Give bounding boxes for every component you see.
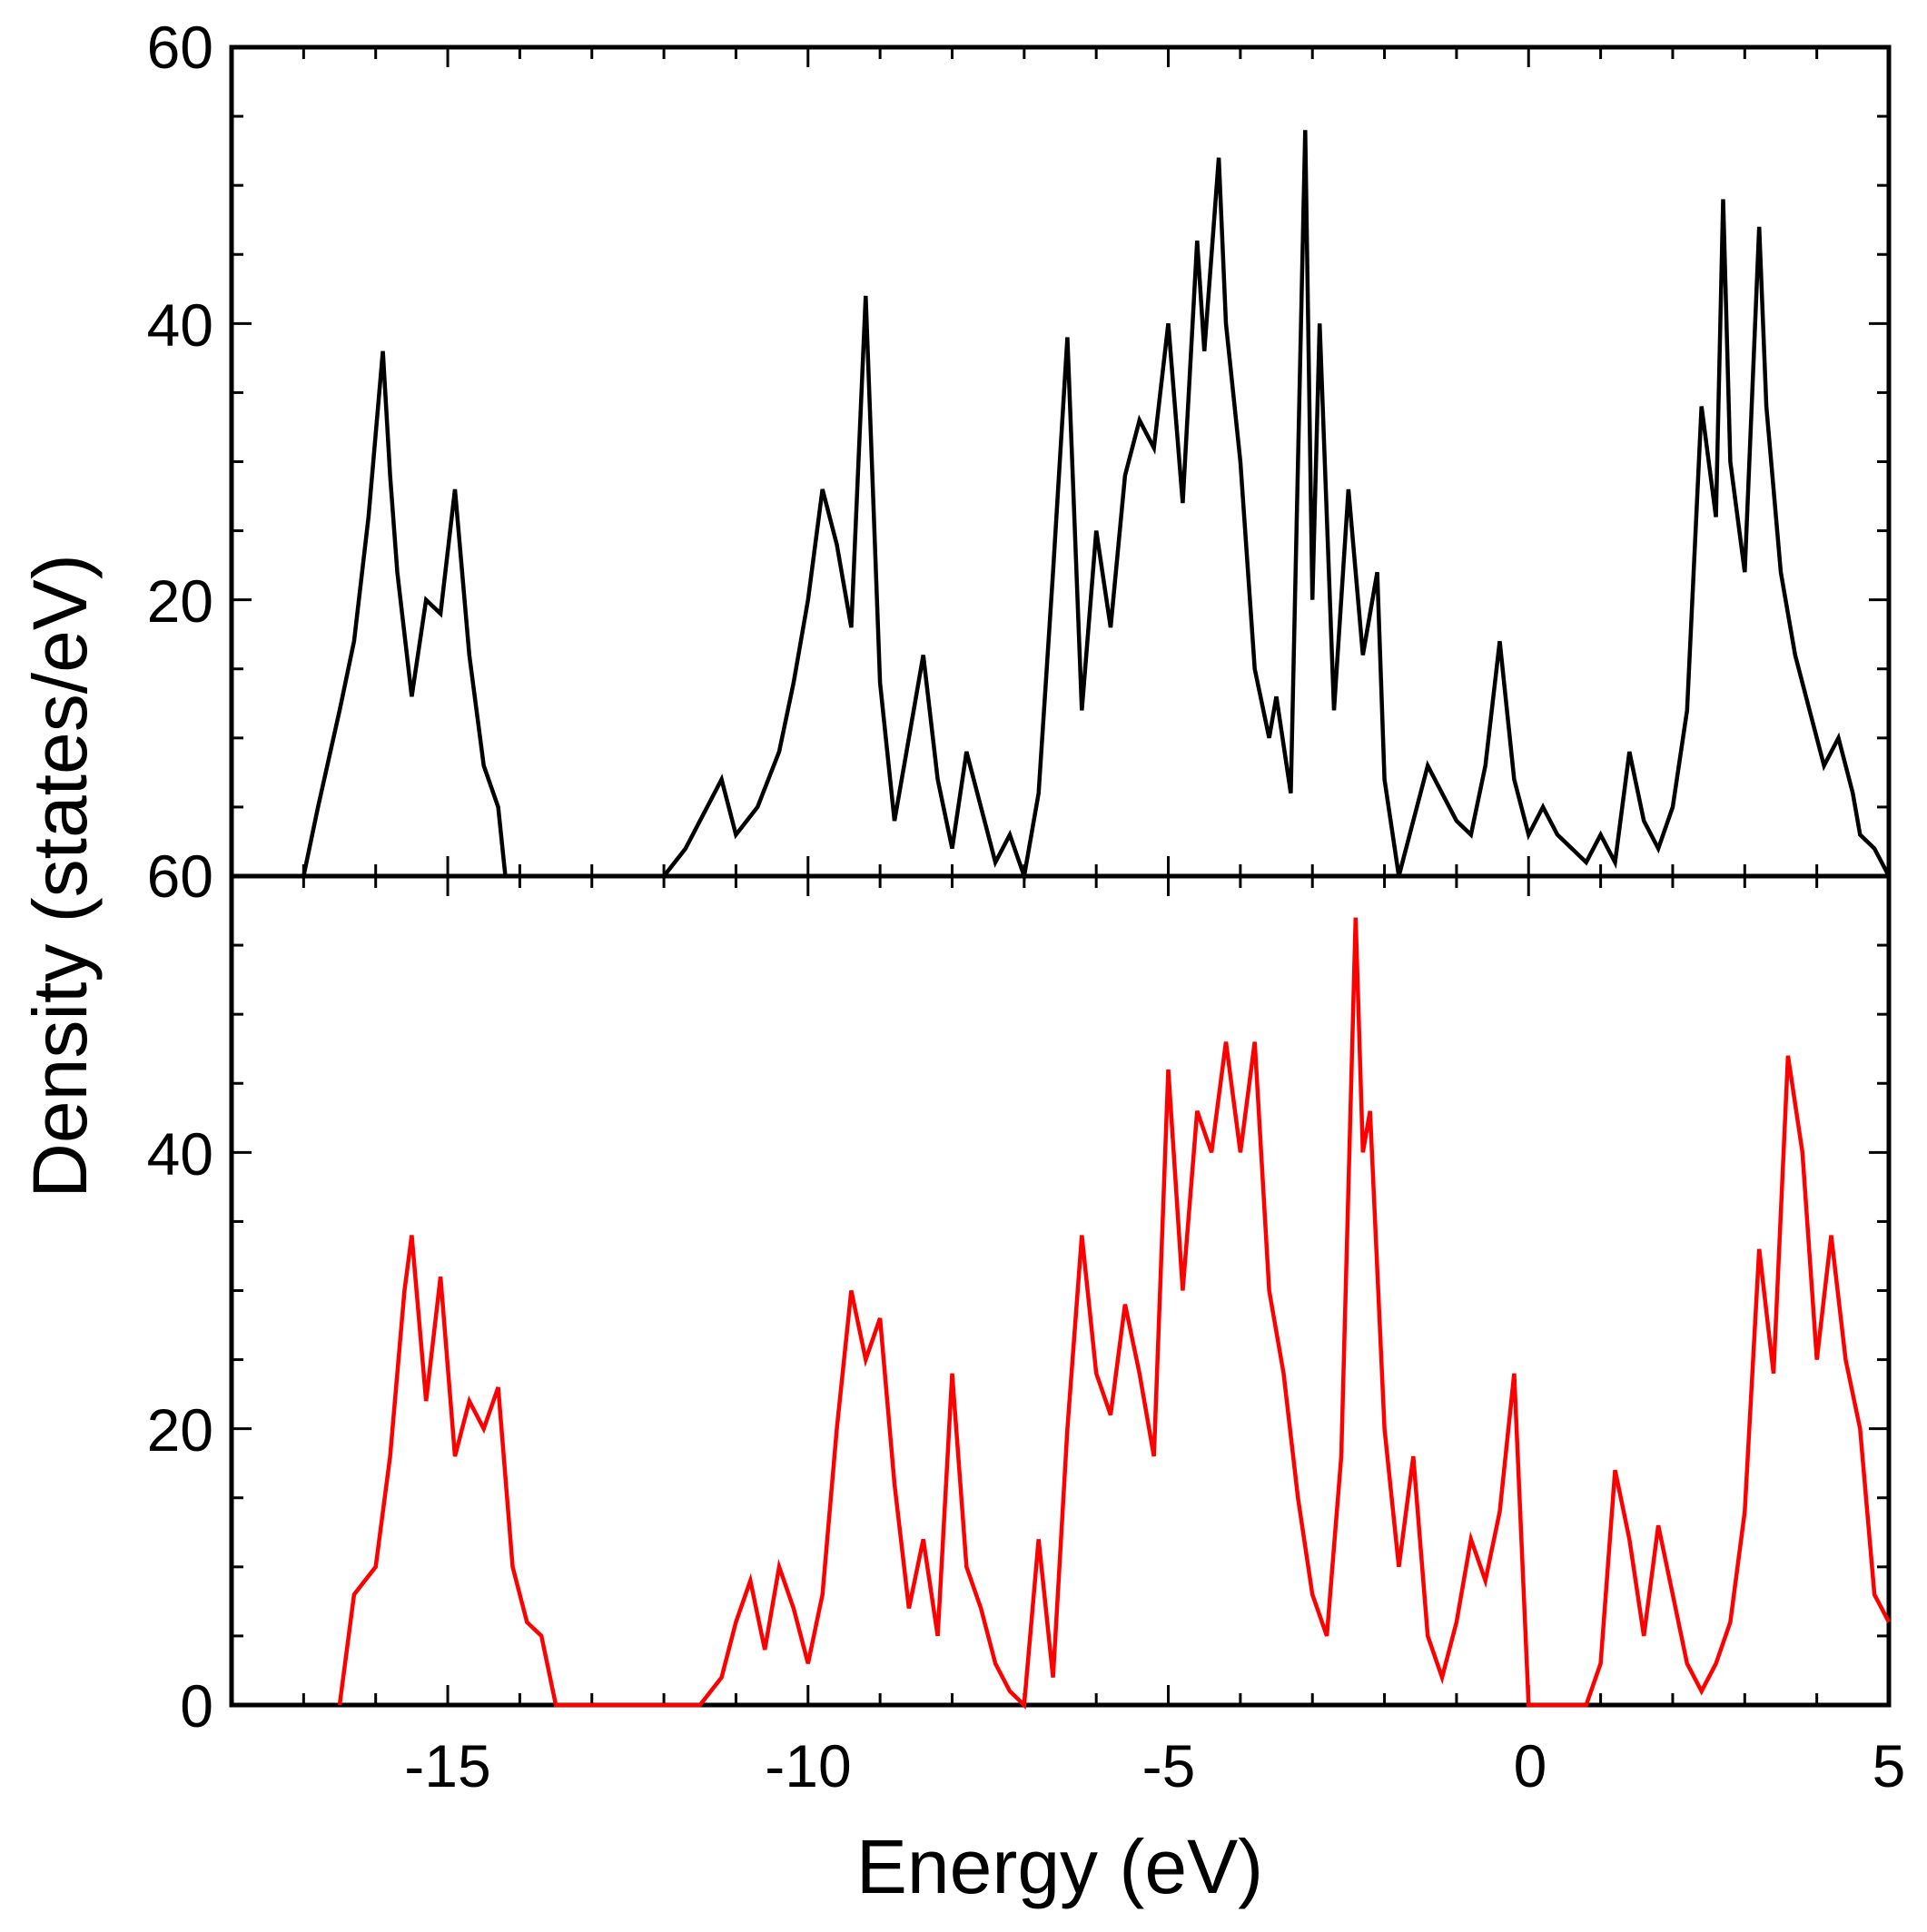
- x-tick-label-0: 0: [1514, 1732, 1547, 1799]
- top-y-tick-label-20: 20: [147, 567, 213, 635]
- x-axis-title: Energy (eV): [856, 1824, 1263, 1909]
- x-tick-label-minus10: -10: [765, 1732, 851, 1799]
- top-y-tick-label-40: 40: [147, 291, 213, 359]
- x-tick-label-minus5: -5: [1142, 1732, 1196, 1799]
- top-dos-line: [301, 130, 1891, 884]
- y-axis-title: Density (states/eV): [17, 554, 103, 1198]
- x-tick-label-minus15: -15: [404, 1732, 490, 1799]
- bottom-dos-line: [337, 917, 1891, 1710]
- bottom-y-tick-label-0: 0: [180, 1672, 213, 1740]
- bottom-panel-ticks: [230, 874, 1891, 1707]
- bottom-y-tick-label-20: 20: [147, 1396, 213, 1464]
- bottom-y-tick-label-40: 40: [147, 1120, 213, 1188]
- x-tick-label-5: 5: [1873, 1732, 1906, 1799]
- top-y-baseline-label: 60: [147, 843, 213, 910]
- top-y-tick-label-60: 60: [147, 14, 213, 81]
